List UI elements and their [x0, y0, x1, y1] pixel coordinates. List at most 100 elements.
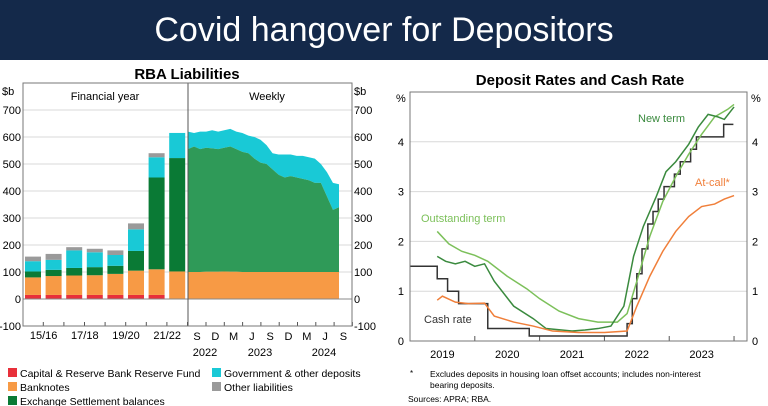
- bar-esa: [66, 267, 83, 276]
- x-tick-label: 17/18: [71, 330, 99, 342]
- x-tick-label: 2020: [495, 349, 519, 361]
- y-tick-left: 600: [3, 132, 21, 144]
- weekly-esa-area: [188, 146, 339, 272]
- x-tick-label: 15/16: [30, 330, 58, 342]
- bar-gov: [148, 157, 165, 178]
- bar-esa: [107, 265, 124, 274]
- bar-other: [86, 248, 103, 253]
- x-tick-label: J: [322, 331, 328, 343]
- bar-gov: [169, 132, 186, 159]
- x-tick-label: 2023: [689, 349, 713, 361]
- y-tick-right: 600: [354, 132, 372, 144]
- bar-banknotes: [45, 276, 62, 295]
- legend-label-gov: Government & other deposits: [224, 368, 361, 380]
- chart2-plot: 0 0 1 1 2 2 3 3 4 4 2019 2020 2021 2022 2023: [398, 91, 758, 361]
- y-tick-left: 0: [398, 336, 404, 348]
- bar-gov: [107, 254, 124, 266]
- y-tick-right: 4: [752, 137, 758, 149]
- chart2-title: Deposit Rates and Cash Rate: [476, 72, 684, 89]
- sources: Sources: APRA; RBA.: [408, 394, 491, 404]
- bar-other: [148, 153, 165, 158]
- year-label: 2023: [248, 347, 272, 359]
- y-tick-right: 3: [752, 187, 758, 199]
- bar-other: [45, 253, 62, 260]
- y-tick-left: 2: [398, 236, 404, 248]
- bar-other: [25, 256, 41, 262]
- y-tick-right: 0: [752, 336, 758, 348]
- bar-esa: [45, 269, 62, 277]
- chart2-ylabel-left: %: [396, 93, 406, 105]
- chart2-ylabel-right: %: [751, 93, 761, 105]
- bar-gov: [86, 252, 103, 268]
- legend-label-banknotes: Banknotes: [20, 382, 70, 394]
- x-tick-label: D: [211, 331, 219, 343]
- y-tick-left: 200: [3, 240, 21, 252]
- y-tick-left: 500: [3, 159, 21, 171]
- x-tick-label: S: [193, 331, 200, 343]
- bar-banknotes: [169, 271, 186, 299]
- y-tick-left: 4: [398, 137, 404, 149]
- year-label: 2022: [193, 347, 217, 359]
- y-tick-right: 0: [354, 294, 360, 306]
- line-at_call: [436, 194, 735, 334]
- y-tick-left: 400: [3, 186, 21, 198]
- y-tick-left: 700: [3, 105, 21, 117]
- chart1-title: RBA Liabilities: [134, 66, 239, 83]
- legend-swatch-esa: [8, 396, 17, 405]
- bar-esa: [148, 177, 165, 270]
- bar-other: [128, 223, 144, 230]
- x-tick-label: 2022: [625, 349, 649, 361]
- footnote: Excludes deposits in housing loan offset…: [430, 369, 701, 379]
- legend-swatch-banknotes: [8, 382, 17, 391]
- bar-esa: [169, 158, 186, 272]
- weekly-gov-area: [188, 128, 339, 210]
- bar-gov: [66, 250, 83, 268]
- panel-label-weekly: Weekly: [249, 91, 285, 103]
- y-tick-left: 100: [3, 267, 21, 279]
- y-tick-right: 200: [354, 240, 372, 252]
- y-tick-left: 1: [398, 286, 404, 298]
- label-new-term: New term: [638, 113, 685, 125]
- bar-gov: [25, 261, 41, 272]
- x-tick-label: 21/22: [153, 330, 181, 342]
- bar-banknotes: [25, 277, 41, 295]
- label-outstanding-term: Outstanding term: [421, 213, 505, 225]
- y-tick-right: 2: [752, 236, 758, 248]
- bar-esa: [25, 271, 41, 278]
- bar-gov: [45, 259, 62, 270]
- legend-swatch-capital: [8, 368, 17, 377]
- legend-label-capital: Capital & Reserve Bank Reserve Fund: [20, 368, 200, 380]
- panel-label-financial-year: Financial year: [71, 91, 140, 103]
- year-label: 2024: [312, 347, 336, 359]
- chart1-ylabel-right: $b: [354, 86, 366, 98]
- header-bar: Covid hangover for Depositors: [0, 0, 768, 60]
- label-at-call: At-call*: [695, 177, 731, 189]
- bar-esa: [128, 250, 144, 271]
- y-tick-right: 1: [752, 286, 758, 298]
- bar-banknotes: [148, 269, 165, 295]
- bar-banknotes: [66, 275, 83, 295]
- y-tick-left: 300: [3, 213, 21, 225]
- y-tick-left: 0: [15, 294, 21, 306]
- bar-capital: [148, 294, 165, 299]
- bar-capital: [128, 294, 144, 299]
- x-tick-label: S: [340, 331, 347, 343]
- page-title: Covid hangover for Depositors: [154, 11, 614, 49]
- y-tick-left: 3: [398, 187, 404, 199]
- y-tick-right: -100: [354, 321, 376, 333]
- y-tick-left: -100: [0, 321, 21, 333]
- legend-swatch-other: [212, 382, 221, 391]
- bar-banknotes: [86, 275, 103, 295]
- footnote-marker: *: [410, 369, 413, 378]
- chart1-ylabel-left: $b: [2, 86, 14, 98]
- legend-swatch-gov: [212, 368, 221, 377]
- x-tick-label: M: [302, 331, 311, 343]
- x-tick-label: M: [229, 331, 238, 343]
- x-tick-label: 2019: [430, 349, 454, 361]
- y-tick-right: 700: [354, 105, 372, 117]
- bar-banknotes: [107, 273, 124, 295]
- weekly-banknotes-area: [188, 271, 339, 299]
- label-cash-rate: Cash rate: [424, 314, 472, 326]
- x-tick-label: 19/20: [112, 330, 140, 342]
- bar-capital: [25, 294, 41, 299]
